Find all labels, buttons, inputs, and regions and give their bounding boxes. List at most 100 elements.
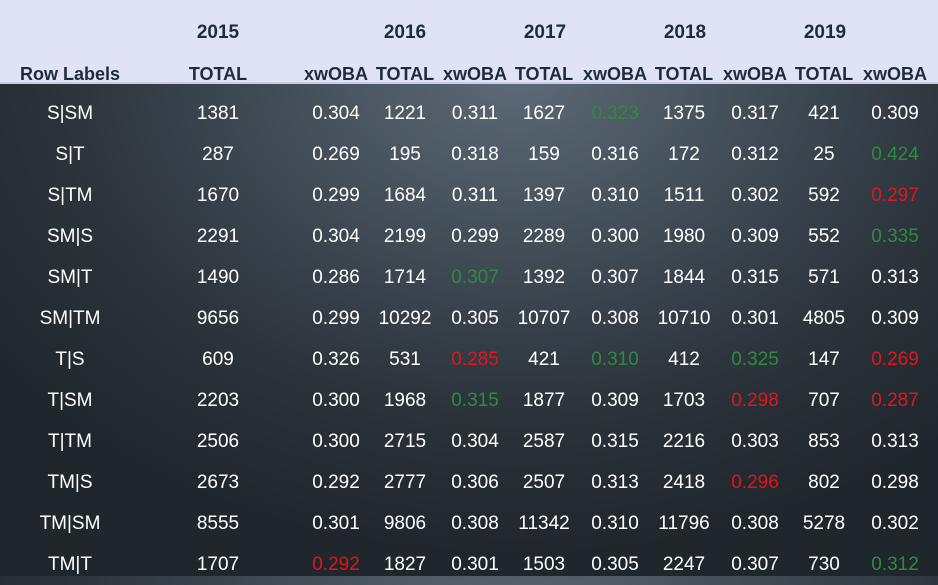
cell-xwoba-2017: 0.307	[591, 267, 639, 288]
cell-xwoba-2016: 0.305	[451, 308, 499, 329]
row-label[interactable]: S|TM	[47, 185, 93, 206]
col-header-total-2018: TOTAL	[654, 64, 714, 84]
table-row[interactable]: SM|T 1490 0.286 1714 0.307 1392 0.307 18…	[0, 257, 938, 298]
col-header-xwoba-2018: xwOBA	[722, 64, 787, 84]
cell-total-2017: 1392	[522, 267, 566, 288]
cell-xwoba-2017: 0.310	[591, 513, 639, 534]
cell-xwoba-2019: 0.313	[871, 431, 919, 452]
row-labels-header[interactable]: Row Labels	[19, 64, 121, 84]
cell-xwoba-2019: 0.424	[871, 144, 919, 165]
cell-xwoba-2018: 0.301	[731, 308, 779, 329]
table-row[interactable]: S|SM 1381 0.304 1221 0.311 1627 0.323 13…	[0, 93, 938, 134]
cell-xwoba-2016: 0.304	[451, 431, 499, 452]
table-row[interactable]: TM|SM 8555 0.301 9806 0.308 11342 0.310 …	[0, 503, 938, 544]
row-label[interactable]: S|SM	[46, 103, 94, 124]
cell-xwoba-2016: 0.285	[451, 349, 499, 370]
cell-total-2019: 4805	[802, 308, 846, 329]
cell-xwoba-2017: 0.309	[591, 390, 639, 411]
cell-total-2019: 730	[808, 554, 840, 575]
cell-total-2017: 10707	[517, 308, 571, 329]
cell-total-2019: 802	[808, 472, 840, 493]
table-row[interactable]: T|SM 2203 0.300 1968 0.315 1877 0.309 17…	[0, 380, 938, 421]
year-header-2016: 2016	[383, 22, 427, 43]
row-label[interactable]: T|TM	[48, 431, 92, 452]
cell-xwoba-2018: 0.325	[731, 349, 779, 370]
table-row[interactable]: S|TM 1670 0.299 1684 0.311 1397 0.310 15…	[0, 175, 938, 216]
table-row[interactable]: S|T 287 0.269 195 0.318 159 0.316 172 0.…	[0, 134, 938, 175]
cell-xwoba-2019: 0.309	[871, 103, 919, 124]
row-label[interactable]: S|T	[55, 144, 85, 165]
row-label[interactable]: SM|S	[46, 226, 94, 247]
cell-total-2015: 1381	[196, 103, 240, 124]
cell-xwoba-2015: 0.299	[312, 308, 360, 329]
cell-total-2018: 1703	[662, 390, 706, 411]
cell-total-2017: 159	[528, 144, 560, 165]
cell-total-2016: 2777	[383, 472, 427, 493]
cell-xwoba-2018: 0.312	[731, 144, 779, 165]
table-row[interactable]: SM|TM 9656 0.299 10292 0.305 10707 0.308…	[0, 298, 938, 339]
cell-total-2015: 9656	[196, 308, 240, 329]
cell-xwoba-2017: 0.323	[591, 103, 639, 124]
cell-total-2016: 1714	[383, 267, 427, 288]
cell-xwoba-2019: 0.309	[871, 308, 919, 329]
cell-xwoba-2015: 0.300	[312, 431, 360, 452]
cell-total-2018: 11796	[658, 513, 710, 534]
cell-xwoba-2019: 0.335	[871, 226, 919, 247]
cell-total-2016: 9806	[383, 513, 427, 534]
cell-xwoba-2018: 0.302	[731, 185, 779, 206]
cell-total-2016: 1684	[383, 185, 427, 206]
col-header-xwoba-2019: xwOBA	[862, 64, 927, 84]
cell-xwoba-2016: 0.318	[451, 144, 499, 165]
cell-xwoba-2015: 0.269	[312, 144, 360, 165]
cell-total-2017: 421	[528, 349, 560, 370]
cell-total-2019: 5278	[802, 513, 846, 534]
cell-xwoba-2018: 0.308	[731, 513, 779, 534]
col-header-total-2016: TOTAL	[375, 64, 435, 84]
cell-total-2015: 8555	[196, 513, 240, 534]
cell-total-2015: 287	[202, 144, 234, 165]
cell-xwoba-2016: 0.306	[451, 472, 499, 493]
year-header-2017: 2017	[523, 22, 567, 43]
cell-total-2017: 11342	[518, 513, 570, 534]
col-header-xwoba-2016: xwOBA	[442, 64, 507, 84]
cell-total-2018: 172	[668, 144, 700, 165]
cell-xwoba-2015: 0.286	[312, 267, 360, 288]
cell-xwoba-2017: 0.310	[591, 185, 639, 206]
row-label[interactable]: SM|T	[47, 267, 93, 288]
row-label[interactable]: TM|T	[48, 554, 92, 575]
cell-total-2018: 2418	[662, 472, 706, 493]
cell-xwoba-2017: 0.310	[591, 349, 639, 370]
row-label[interactable]: TM|S	[47, 472, 93, 493]
cell-total-2019: 707	[808, 390, 840, 411]
cell-total-2016: 1968	[383, 390, 427, 411]
cell-xwoba-2018: 0.309	[731, 226, 779, 247]
col-header-total-2015: TOTAL	[188, 64, 248, 84]
cell-total-2019: 571	[808, 267, 840, 288]
row-label[interactable]: SM|TM	[39, 308, 101, 329]
row-label[interactable]: T|S	[55, 349, 85, 370]
table-row[interactable]: T|S 609 0.326 531 0.285 421 0.310 412 0.…	[0, 339, 938, 380]
row-label[interactable]: T|SM	[47, 390, 93, 411]
cell-xwoba-2015: 0.299	[312, 185, 360, 206]
table-row[interactable]: SM|S 2291 0.304 2199 0.299 2289 0.300 19…	[0, 216, 938, 257]
table-row[interactable]: TM|T 1707 0.292 1827 0.301 1503 0.305 22…	[0, 544, 938, 585]
table-row[interactable]: TM|S 2673 0.292 2777 0.306 2507 0.313 24…	[0, 462, 938, 503]
cell-xwoba-2018: 0.317	[731, 103, 779, 124]
cell-total-2017: 2289	[522, 226, 566, 247]
cell-xwoba-2017: 0.300	[591, 226, 639, 247]
row-label[interactable]: TM|SM	[39, 513, 101, 534]
cell-xwoba-2019: 0.287	[871, 390, 919, 411]
cell-xwoba-2018: 0.296	[731, 472, 779, 493]
cell-total-2015: 609	[202, 349, 234, 370]
cell-xwoba-2016: 0.307	[451, 267, 499, 288]
cell-total-2018: 10710	[657, 308, 711, 329]
cell-xwoba-2019: 0.297	[871, 185, 919, 206]
table-row[interactable]: T|TM 2506 0.300 2715 0.304 2587 0.315 22…	[0, 421, 938, 462]
cell-xwoba-2018: 0.315	[731, 267, 779, 288]
cell-xwoba-2015: 0.292	[312, 554, 360, 575]
cell-total-2017: 1877	[522, 390, 566, 411]
cell-total-2016: 1221	[383, 103, 427, 124]
pivot-header-band: 2015 2016 2017 2018 2019 Row Labels TOTA…	[0, 0, 938, 84]
cell-xwoba-2016: 0.299	[451, 226, 499, 247]
cell-total-2015: 1670	[196, 185, 240, 206]
